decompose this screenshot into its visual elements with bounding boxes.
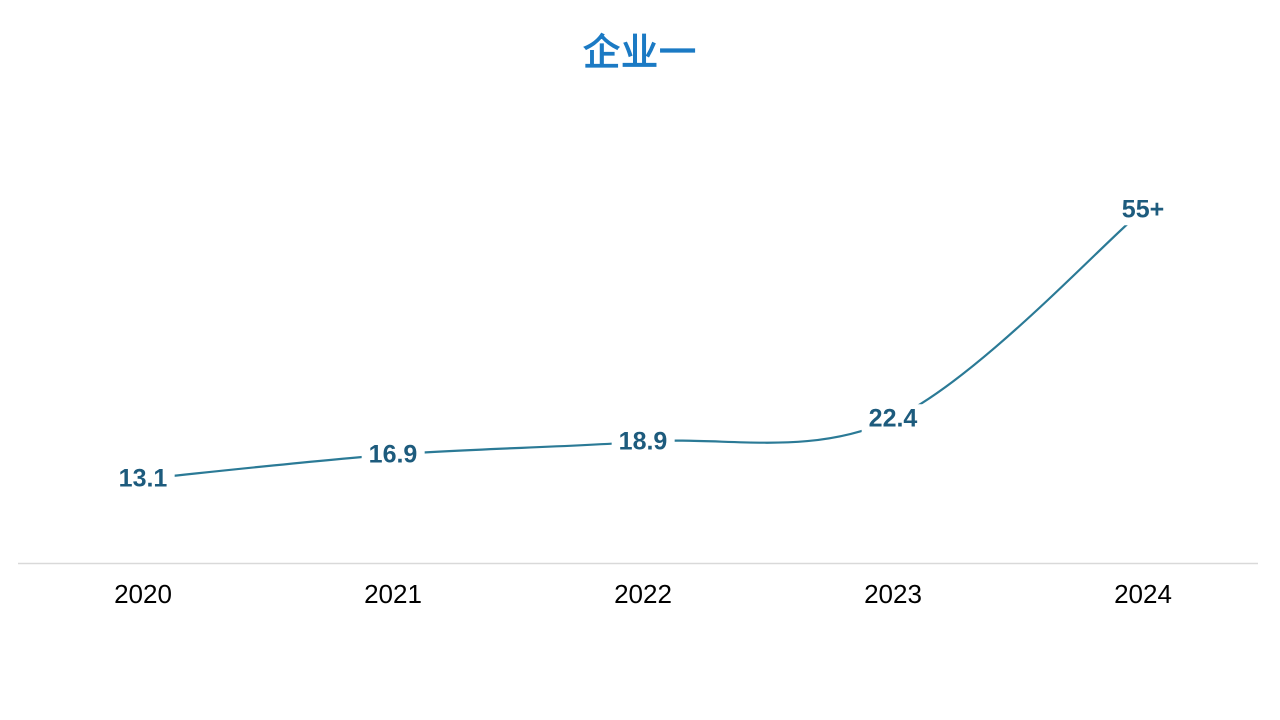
data-label: 22.4 <box>861 404 925 434</box>
x-axis-tick-label: 2023 <box>864 579 922 609</box>
data-label: 13.1 <box>111 464 175 494</box>
x-axis-tick-label: 2020 <box>114 579 172 609</box>
x-axis-tick-label: 2024 <box>1114 579 1172 609</box>
x-axis-tick-label: 2022 <box>614 579 672 609</box>
data-label: 55+ <box>1114 195 1172 225</box>
data-label: 18.9 <box>611 426 675 457</box>
chart-title: 企业一 <box>583 32 697 73</box>
data-label: 16.9 <box>361 439 425 470</box>
x-axis-tick-label: 2021 <box>364 579 422 609</box>
